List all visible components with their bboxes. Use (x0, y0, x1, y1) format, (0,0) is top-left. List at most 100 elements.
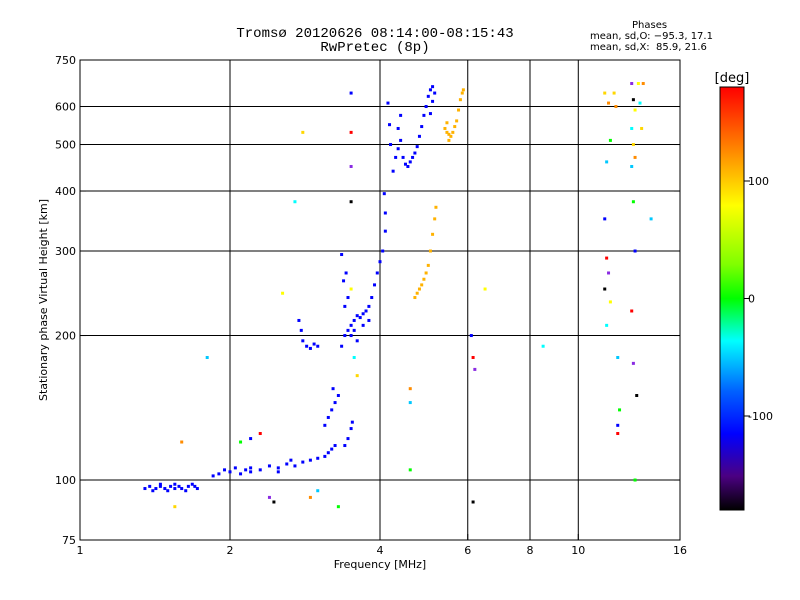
data-point (349, 164, 353, 168)
data-point (349, 334, 353, 338)
data-point (616, 355, 620, 359)
x-tick-label: 4 (377, 544, 384, 557)
data-point (195, 487, 199, 491)
data-point (336, 394, 340, 398)
y-tick-label: 300 (55, 245, 76, 258)
data-point (413, 296, 417, 300)
data-point (343, 304, 347, 308)
data-point (616, 432, 620, 436)
data-point (399, 138, 403, 142)
chart-subtitle: RwPretec (8p) (320, 40, 430, 56)
data-point (258, 468, 262, 472)
data-point (461, 88, 465, 92)
data-point (349, 427, 353, 431)
data-point (308, 495, 312, 499)
data-point (428, 249, 432, 253)
x-tick-label: 16 (673, 544, 687, 557)
data-point (391, 169, 395, 173)
data-point (458, 98, 462, 102)
data-point (244, 468, 248, 472)
data-point (349, 323, 353, 327)
data-point (641, 82, 645, 86)
data-point (383, 211, 387, 215)
data-point (373, 283, 377, 287)
data-point (408, 401, 412, 405)
data-point (323, 454, 327, 458)
data-point (305, 344, 309, 348)
data-point (422, 113, 426, 117)
data-point (293, 200, 297, 204)
colorbar-ticks: 100 0 -100 (744, 175, 773, 423)
data-point (190, 482, 194, 486)
data-point (420, 283, 424, 287)
data-point (272, 500, 276, 504)
data-point (443, 126, 447, 130)
data-point (471, 355, 475, 359)
data-point (330, 408, 334, 412)
data-point (424, 105, 428, 109)
data-point (342, 279, 346, 283)
data-point (612, 91, 616, 95)
data-point (267, 495, 271, 499)
data-point (312, 342, 316, 346)
data-point (352, 355, 356, 359)
data-point (361, 323, 365, 327)
data-point (431, 99, 435, 103)
data-point (316, 344, 320, 348)
data-point (386, 101, 390, 105)
data-point (451, 130, 455, 134)
data-point (346, 296, 350, 300)
data-point (603, 217, 607, 221)
data-point (433, 91, 437, 95)
data-point (267, 464, 271, 468)
data-point (445, 121, 449, 125)
data-point (415, 145, 419, 149)
x-tick-label: 2 (227, 544, 234, 557)
data-point (301, 460, 305, 464)
data-point (355, 314, 359, 318)
data-point (433, 217, 437, 221)
data-point (350, 420, 354, 424)
data-point (239, 472, 243, 476)
data-point (289, 458, 293, 462)
data-point (239, 440, 243, 444)
data-point (408, 387, 412, 391)
gridlines (80, 60, 680, 540)
data-point (399, 113, 403, 117)
data-point (343, 444, 347, 448)
data-point (403, 162, 407, 166)
data-point (394, 155, 398, 159)
data-point (426, 263, 430, 267)
data-point (417, 287, 421, 291)
data-point (460, 91, 464, 95)
data-point (541, 344, 545, 348)
data-point (415, 291, 419, 295)
data-point (411, 155, 415, 159)
data-point (333, 444, 337, 448)
x-tick-label: 1 (77, 544, 84, 557)
data-point (193, 484, 197, 488)
data-point (630, 82, 634, 86)
y-tick-label: 400 (55, 185, 76, 198)
data-point (308, 346, 312, 350)
x-axis-ticks: 1 2 4 6 8 10 16 (77, 534, 687, 557)
data-point (401, 155, 405, 159)
data-point (618, 408, 622, 412)
data-point (422, 277, 426, 281)
data-point (166, 489, 170, 493)
data-point (631, 98, 635, 102)
data-point (417, 134, 421, 138)
data-point (158, 484, 162, 488)
colorbar-tick-label: 100 (748, 175, 769, 188)
data-point (630, 164, 634, 168)
data-point (607, 271, 611, 275)
data-point (355, 374, 359, 378)
data-point (447, 138, 451, 142)
data-point (603, 287, 607, 291)
data-point (186, 484, 190, 488)
data-point (370, 296, 374, 300)
data-point (420, 125, 424, 129)
data-point (151, 489, 155, 493)
data-point (631, 143, 635, 147)
